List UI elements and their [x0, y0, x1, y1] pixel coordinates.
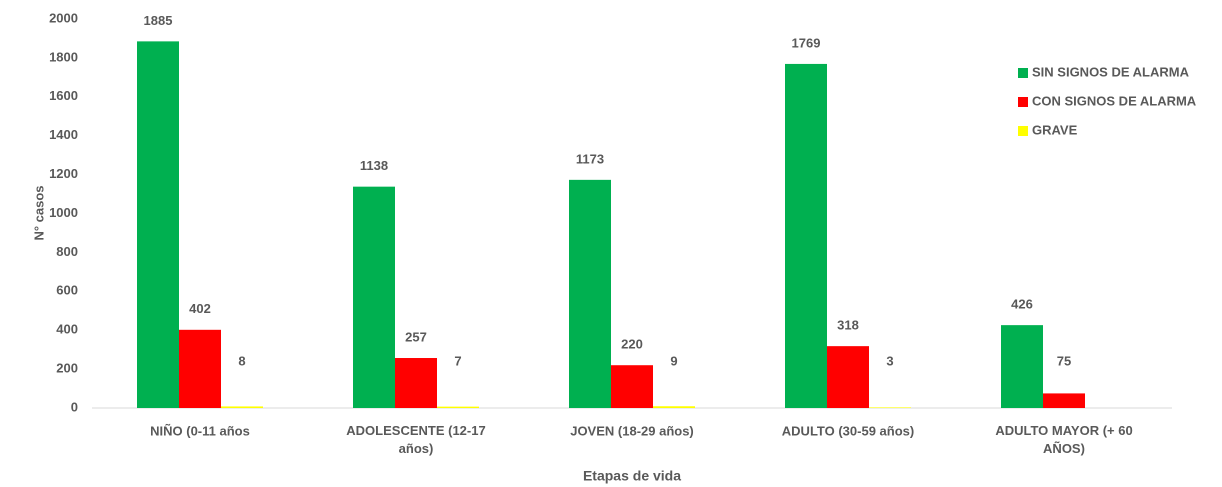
bar [221, 406, 263, 408]
y-tick-label: 1800 [49, 49, 78, 64]
data-label: 7 [454, 353, 461, 368]
y-tick-label: 1000 [49, 205, 78, 220]
y-tick-label: 400 [56, 322, 78, 337]
bar [869, 407, 911, 408]
bar [353, 186, 395, 408]
bar [437, 406, 479, 408]
data-label: 9 [670, 353, 677, 368]
legend-label: GRAVE [1032, 122, 1078, 137]
y-tick-label: 600 [56, 283, 78, 298]
legend-label: SIN SIGNOS DE ALARMA [1032, 64, 1190, 79]
bar [569, 179, 611, 408]
data-label: 318 [837, 318, 859, 333]
y-axis-label: N° casos [31, 185, 46, 240]
data-label: 3 [886, 353, 893, 368]
data-label: 75 [1057, 353, 1071, 368]
data-label: 1138 [360, 158, 388, 173]
bar [653, 406, 695, 408]
bar [611, 365, 653, 408]
legend-swatch [1018, 126, 1028, 136]
bar [137, 41, 179, 409]
legend-swatch [1018, 97, 1028, 107]
bar [179, 329, 221, 408]
data-label: 426 [1011, 297, 1033, 312]
data-label: 402 [189, 301, 211, 316]
bar [395, 358, 437, 408]
y-tick-label: 2000 [49, 10, 78, 25]
data-label: 1885 [144, 13, 173, 28]
bar [827, 346, 869, 408]
x-tick-label: NIÑO (0-11 años [150, 423, 250, 438]
bar [785, 63, 827, 408]
y-tick-label: 200 [56, 361, 78, 376]
y-tick-label: 0 [71, 399, 78, 414]
y-tick-label: 800 [56, 244, 78, 259]
y-tick-label: 1400 [49, 127, 78, 142]
x-tick-label: ADOLESCENTE (12-17 años) [346, 423, 485, 456]
data-label: 220 [621, 337, 643, 352]
x-axis-label: Etapas de vida [583, 468, 681, 484]
legend-label: CON SIGNOS DE ALARMA [1032, 93, 1197, 108]
y-tick-label: 1600 [49, 88, 78, 103]
data-label: 1769 [792, 35, 821, 50]
bar [1001, 325, 1043, 408]
data-label: 8 [238, 353, 245, 368]
data-label: 1173 [576, 151, 604, 166]
x-tick-label: ADULTO (30-59 años) [782, 423, 914, 438]
x-tick-label: ADULTO MAYOR (+ 60 AÑOS) [995, 423, 1132, 456]
legend-swatch [1018, 68, 1028, 78]
x-tick-label: JOVEN (18-29 años) [570, 423, 694, 438]
data-label: 257 [405, 329, 427, 344]
y-tick-label: 1200 [49, 166, 78, 181]
bar [1043, 393, 1085, 408]
